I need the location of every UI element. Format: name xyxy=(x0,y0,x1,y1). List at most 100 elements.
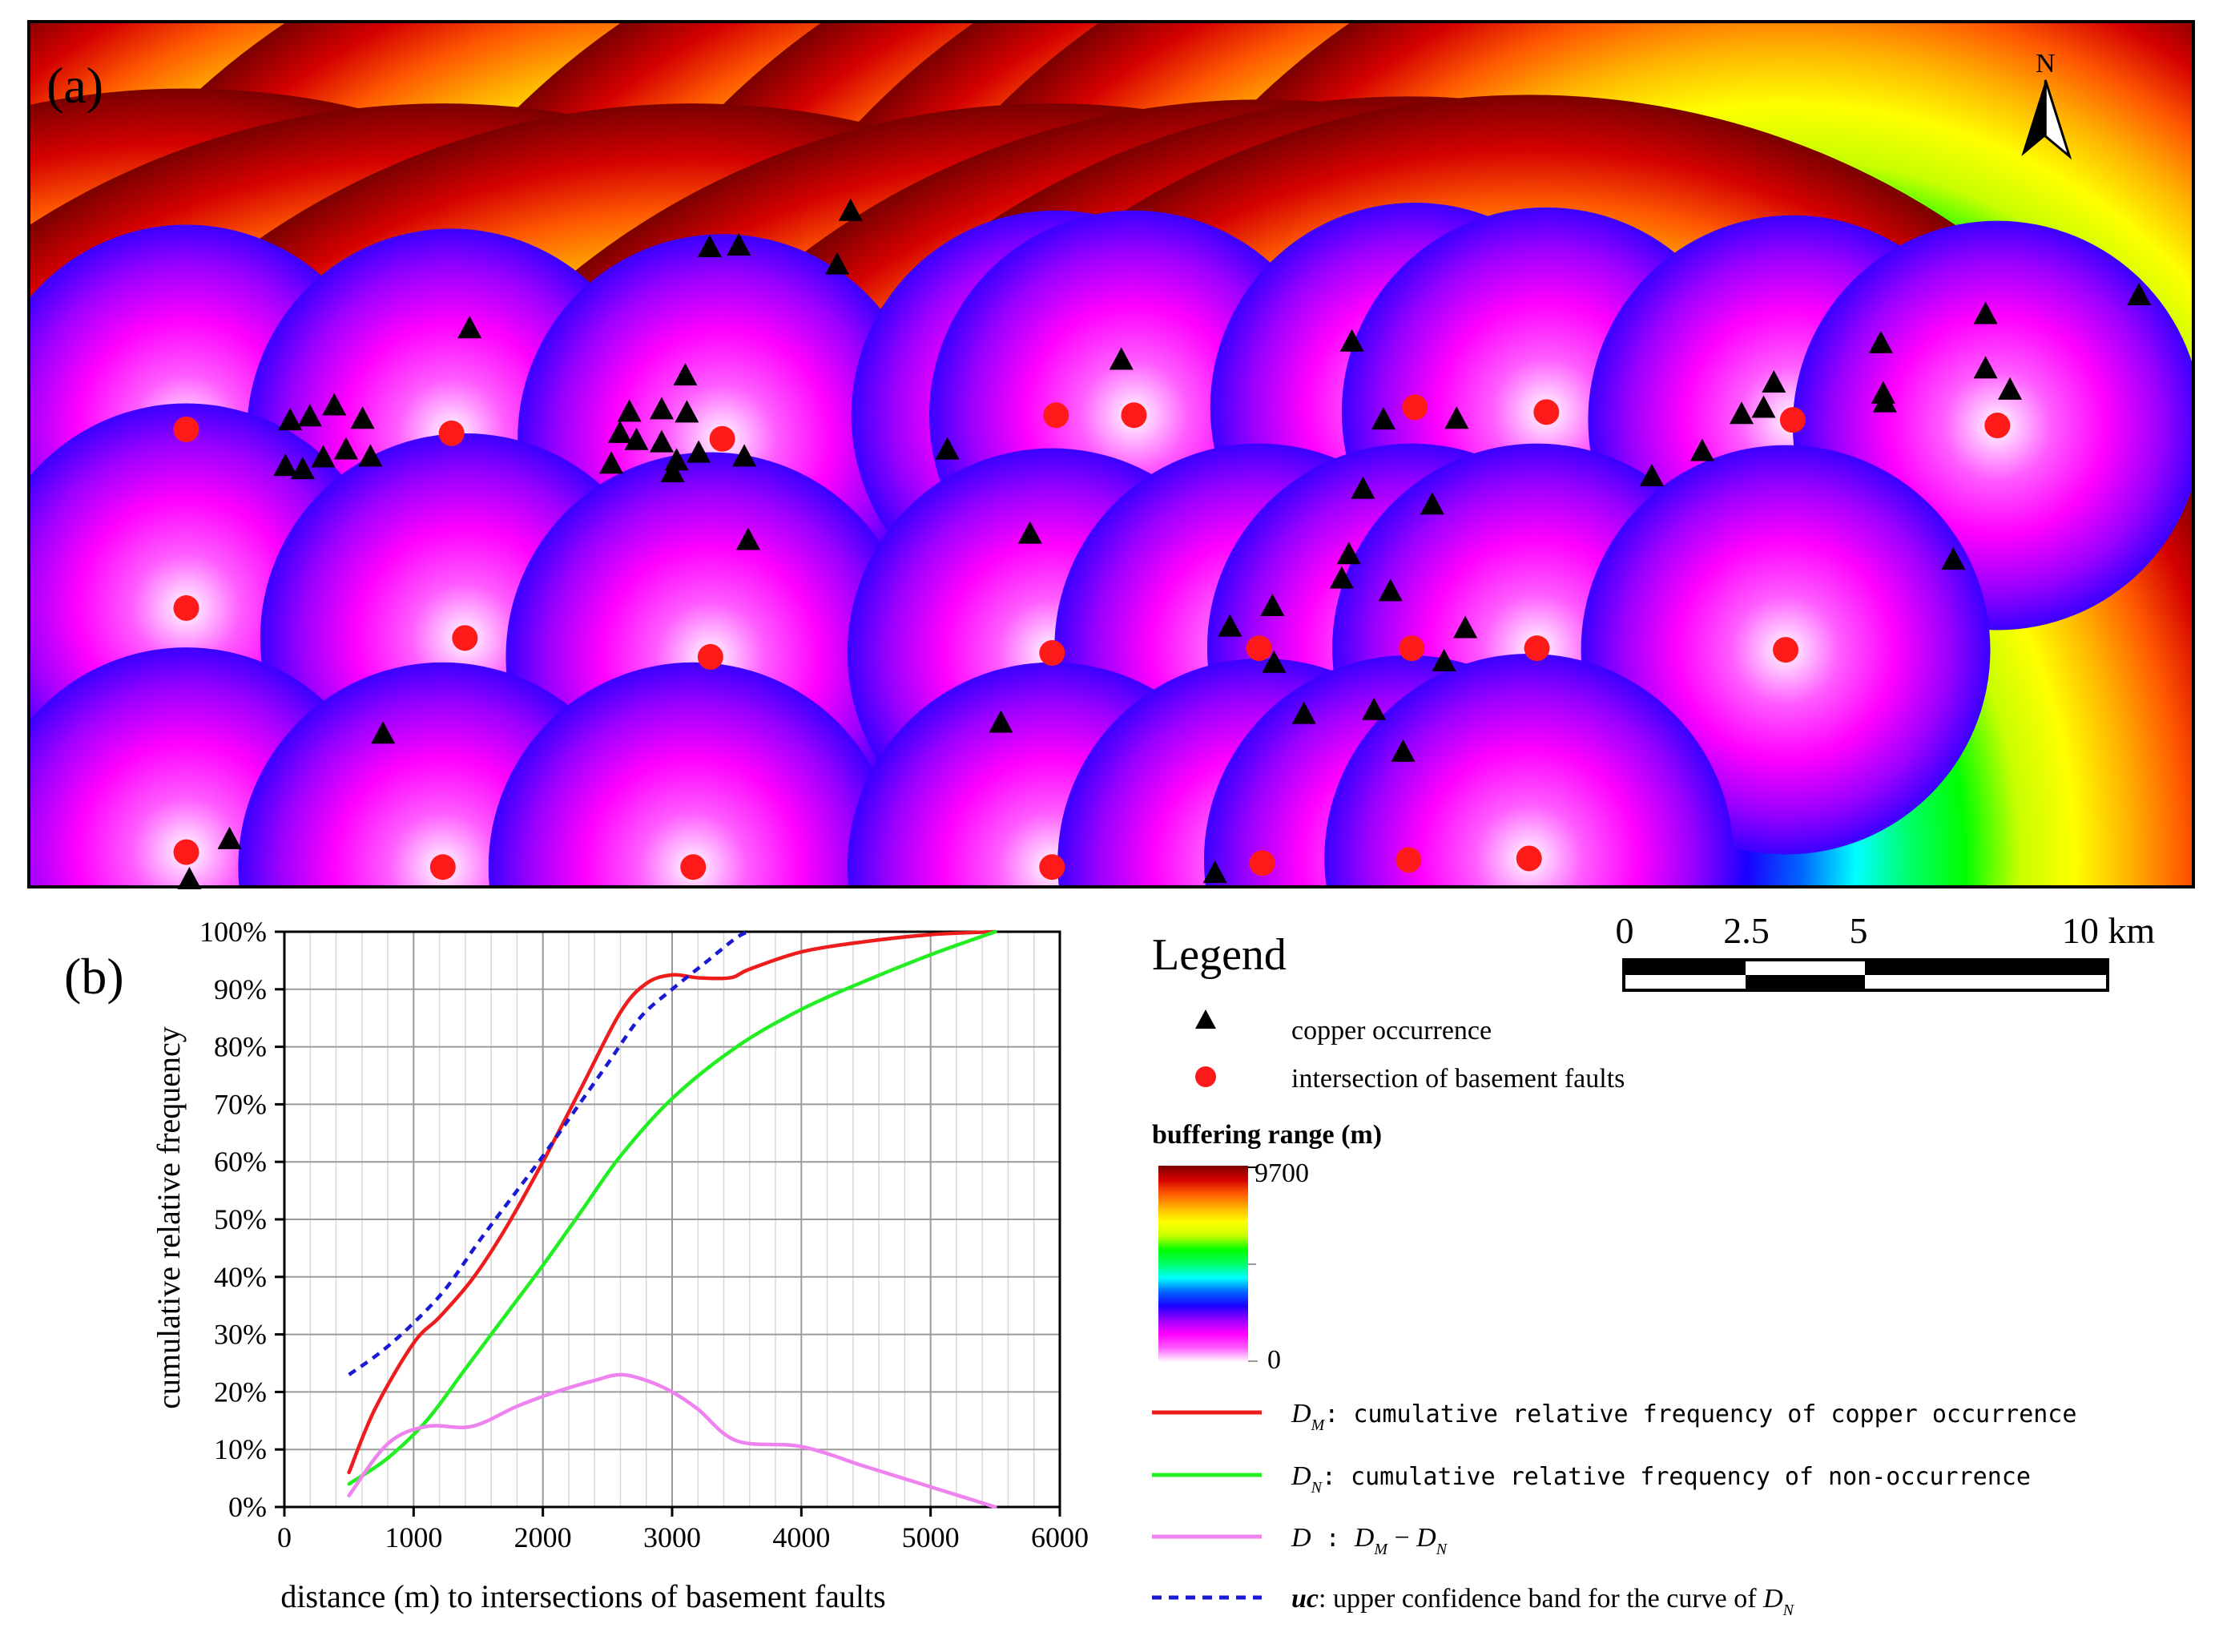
copper-occurrence-marker xyxy=(1260,594,1285,617)
buffer-core-23 xyxy=(1324,654,1734,887)
panel-a-label: (a) xyxy=(46,57,103,114)
scale-seg-3 xyxy=(1865,960,2108,975)
fault-intersection-marker xyxy=(429,854,456,880)
copper-occurrence-marker xyxy=(687,440,711,463)
copper-occurrence-marker xyxy=(1868,330,1893,353)
chart-grid xyxy=(283,930,1061,1509)
y-tick-label: 100% xyxy=(199,916,267,948)
series-line-uc xyxy=(348,929,751,1376)
y-tick-label: 10% xyxy=(214,1433,267,1465)
copper-occurrence-marker xyxy=(1329,566,1354,589)
north-arrow-icon: N xyxy=(2021,49,2072,160)
scale-seg-2 xyxy=(1746,975,1865,990)
fault-intersection-marker xyxy=(1039,640,1065,667)
scale-seg-1 xyxy=(1624,960,1746,975)
copper-occurrence-marker xyxy=(1420,492,1444,515)
copper-occurrence-marker xyxy=(1017,521,1042,544)
fault-intersection-marker xyxy=(709,425,735,452)
y-tick-label: 0% xyxy=(228,1491,267,1523)
chart-panel: (b) 0 1000 2000 3000 4000 5000 6000 0% 10% 20% 30%… xyxy=(64,916,1089,1614)
fault-intersection-marker xyxy=(1402,394,1428,421)
north-label: N xyxy=(2036,49,2056,79)
legend-copper-label: copper occurrence xyxy=(1291,1016,1492,1046)
copper-occurrence-marker xyxy=(1291,701,1316,724)
x-tick-label: 0 xyxy=(277,1521,292,1553)
fault-intersection-marker xyxy=(680,854,707,880)
copper-occurrence-marker xyxy=(311,445,336,468)
copper-occurrence-marker xyxy=(1730,401,1754,425)
fault-intersection-marker xyxy=(1533,399,1560,425)
copper-occurrence-marker xyxy=(290,457,315,480)
fault-intersection-marker xyxy=(1984,413,2011,439)
chart-series xyxy=(347,929,997,1509)
copper-occurrence-marker xyxy=(2127,282,2152,305)
fault-intersection-marker xyxy=(1039,854,1065,880)
copper-occurrence-marker xyxy=(660,460,685,483)
copper-occurrence-marker xyxy=(599,451,624,474)
fault-intersection-marker xyxy=(1399,635,1425,662)
fault-intersection-marker xyxy=(1246,635,1272,662)
copper-occurrence-marker xyxy=(358,444,383,467)
copper-occurrence-marker xyxy=(838,198,863,221)
legend-color-ramp xyxy=(1158,1166,1248,1362)
copper-occurrence-marker xyxy=(1351,476,1375,499)
copper-occurrence-marker xyxy=(1751,395,1776,418)
y-tick-label: 80% xyxy=(214,1031,267,1063)
legend-title: Legend xyxy=(1152,930,1287,980)
copper-occurrence-marker xyxy=(350,406,375,429)
y-tick-label: 40% xyxy=(214,1261,267,1293)
copper-occurrence-marker xyxy=(727,233,751,256)
copper-occurrence-marker xyxy=(1262,650,1287,673)
copper-occurrence-marker xyxy=(732,444,757,467)
copper-occurrence-marker xyxy=(1871,381,1895,404)
copper-occurrence-marker xyxy=(617,399,642,422)
series-line-d-m xyxy=(347,929,997,1475)
copper-occurrence-marker xyxy=(607,420,632,443)
copper-occurrences-layer xyxy=(177,198,2152,889)
y-axis-label: cumulative relative frequency xyxy=(151,1026,187,1409)
buffer-core-19 xyxy=(488,662,898,887)
chart-ticks: 0 1000 2000 3000 4000 5000 6000 0% 10% 20% 30% 40% 5… xyxy=(199,916,1089,1553)
copper-occurrence-marker xyxy=(825,252,850,275)
copper-occurrence-marker xyxy=(1109,347,1134,370)
series-line-d xyxy=(347,1372,997,1509)
copper-occurrence-marker xyxy=(989,710,1013,733)
copper-occurrence-marker xyxy=(675,400,699,423)
legend-fault-label: intersection of basement faults xyxy=(1291,1064,1625,1094)
scale-label-0: 0 xyxy=(1616,910,1634,951)
fault-intersection-marker xyxy=(1779,407,1806,433)
copper-occurrence-marker xyxy=(322,393,347,416)
x-tick-label: 6000 xyxy=(1031,1521,1089,1553)
copper-occurrence-marker xyxy=(1453,615,1478,639)
copper-occurrence-marker xyxy=(1941,547,1966,570)
scale-label-10: 10 km xyxy=(2062,910,2156,951)
legend-buffer-max: 9700 xyxy=(1254,1158,1309,1188)
copper-occurrence-marker xyxy=(177,866,202,889)
copper-occurrence-marker xyxy=(1444,406,1469,429)
copper-occurrence-marker xyxy=(1362,697,1387,720)
series-line-d-n xyxy=(347,929,997,1486)
fault-intersections-layer xyxy=(173,394,2011,880)
copper-occurrence-marker xyxy=(1336,542,1361,565)
y-tick-label: 70% xyxy=(214,1088,267,1120)
copper-occurrence-marker xyxy=(1640,463,1665,486)
copper-occurrence-marker xyxy=(1998,377,2023,400)
copper-occurrence-marker xyxy=(457,316,482,339)
copper-occurrence-marker xyxy=(1202,860,1227,884)
legend-buffer-title: buffering range (m) xyxy=(1152,1120,1382,1150)
x-tick-label: 5000 xyxy=(902,1521,960,1553)
fault-intersection-marker xyxy=(452,625,478,651)
x-tick-label: 1000 xyxy=(385,1521,442,1553)
copper-occurrence-marker xyxy=(736,527,761,550)
copper-occurrence-marker xyxy=(217,826,242,849)
fault-intersection-marker xyxy=(1524,635,1550,662)
fault-intersection-marker xyxy=(173,594,199,621)
y-tick-label: 50% xyxy=(214,1203,267,1235)
fault-intersection-marker xyxy=(1121,402,1147,429)
copper-occurrence-marker xyxy=(1378,578,1403,602)
copper-occurrence-marker xyxy=(649,397,674,420)
scale-label-2-5: 2.5 xyxy=(1723,910,1770,951)
x-tick-label: 4000 xyxy=(772,1521,830,1553)
legend-dm-entry: DM: cumulative relative frequency of cop… xyxy=(1291,1399,2076,1434)
